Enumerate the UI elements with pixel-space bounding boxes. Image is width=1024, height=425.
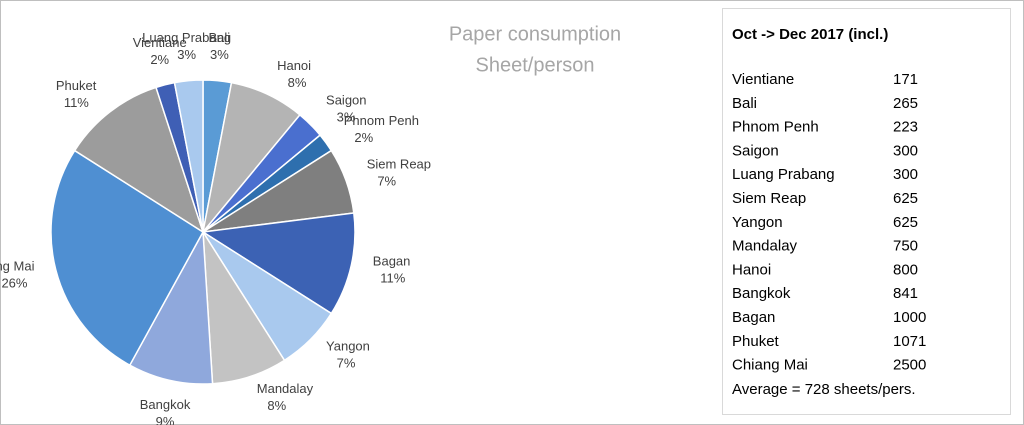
- pie-slice: [173, 79, 204, 233]
- slice-value-label: 2%: [150, 52, 169, 67]
- slice-value-label: 7%: [377, 173, 396, 188]
- table-cell: Siem Reap: [732, 190, 806, 207]
- slice-value-label: 26%: [1, 276, 27, 291]
- table-cell: Phnom Penh: [732, 119, 819, 136]
- table-cell: Phuket: [732, 333, 780, 350]
- chart-title: Paper consumption: [449, 23, 621, 45]
- table-cell: Hanoi: [732, 261, 771, 278]
- table-cell: 841: [893, 285, 918, 302]
- table-cell: 625: [893, 214, 918, 231]
- slice-value-label: 3%: [210, 47, 229, 62]
- slice-label: Luang Prabang: [142, 30, 231, 45]
- table-cell: Luang Prabang: [732, 166, 835, 183]
- table-cell: 171: [893, 71, 918, 88]
- table-cell: 265: [893, 95, 918, 112]
- slice-label: Siem Reap: [367, 156, 431, 171]
- slice-label: Vientiane: [133, 35, 187, 50]
- slice-label: Bagan: [373, 253, 411, 268]
- slice-label: Chiang Mai: [0, 259, 35, 274]
- table-cell: 2500: [893, 357, 926, 374]
- table-cell: Bagan: [732, 309, 775, 326]
- table-cell: Bangkok: [732, 285, 791, 302]
- table-cell: Bali: [732, 95, 757, 112]
- slice-label: Hanoi: [277, 58, 311, 73]
- table-cell: Yangon: [732, 214, 783, 231]
- table-cell: 1071: [893, 333, 926, 350]
- slice-label: Yangon: [326, 338, 370, 353]
- table-cell: Saigon: [732, 142, 779, 159]
- slice-label: Mandalay: [257, 381, 314, 396]
- table-cell: 750: [893, 238, 918, 255]
- slice-value-label: 2%: [354, 130, 373, 145]
- pie-slice: [128, 229, 214, 385]
- table-cell: Chiang Mai: [732, 357, 808, 374]
- table-cell: 223: [893, 119, 918, 136]
- slice-label: Saigon: [326, 92, 366, 107]
- table-cell: 800: [893, 261, 918, 278]
- chart-subtitle: Sheet/person: [476, 54, 595, 76]
- pie-slice: [200, 212, 356, 315]
- slice-value-label: 3%: [337, 109, 356, 124]
- slice-label: Phuket: [56, 78, 97, 93]
- slice-value-label: 11%: [64, 95, 89, 110]
- slice-value-label: 11%: [380, 270, 405, 285]
- slice-label: Phnom Penh: [344, 113, 419, 128]
- table-cell: 300: [893, 166, 918, 183]
- table-cell: 1000: [893, 309, 926, 326]
- slice-value-label: 8%: [288, 75, 307, 90]
- table-cell: 300: [893, 142, 918, 159]
- slice-value-label: 8%: [267, 398, 286, 413]
- slice-label: Bali: [209, 30, 231, 45]
- pie-slice: [50, 149, 204, 367]
- table-footer: Average = 728 sheets/pers.: [732, 381, 916, 398]
- table-cell: Vientiane: [732, 71, 794, 88]
- slice-value-label: 7%: [337, 355, 356, 370]
- table-box: [722, 8, 1011, 415]
- pie-slice: [73, 86, 205, 234]
- table-cell: 625: [893, 190, 918, 207]
- slice-label: Bangkok: [140, 397, 191, 412]
- table-cell: Mandalay: [732, 238, 798, 255]
- table-title: Oct -> Dec 2017 (incl.): [732, 26, 888, 43]
- slice-value-label: 9%: [156, 414, 175, 425]
- slice-value-label: 3%: [177, 47, 196, 62]
